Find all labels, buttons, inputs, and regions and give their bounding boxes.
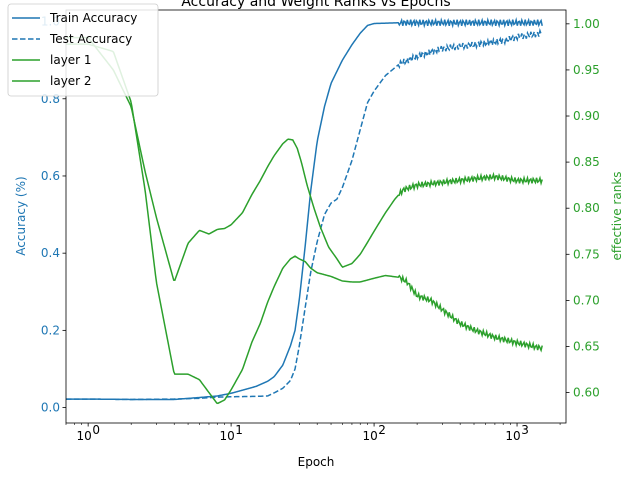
y-right-tick-label: 0.60 [573, 386, 600, 400]
x-tick-label: 10 [505, 429, 520, 443]
x-axis-label: Epoch [298, 455, 335, 469]
axes-frame [65, 9, 567, 424]
legend-label: layer 2 [50, 74, 92, 88]
x-axis: 10 0 10 1 10 2 10 3 [65, 423, 561, 443]
y-right-tick-label: 0.85 [573, 155, 600, 169]
y-axis-right-label: effective ranks [610, 171, 624, 260]
plot-area [66, 16, 543, 405]
legend-label: Train Accuracy [49, 11, 137, 25]
y-right-tick-label: 0.80 [573, 201, 600, 215]
y-left-tick-label: 0.2 [41, 323, 60, 337]
y-right-tick-label: 0.95 [573, 63, 600, 77]
series-line-layer-2 [66, 43, 543, 405]
y-right-tick-label: 0.75 [573, 247, 600, 261]
legend: Train Accuracy Test Accuracy layer 1 layer … [7, 3, 159, 97]
y-right-tick-label: 0.90 [573, 109, 600, 123]
y-left-tick-label: 0.0 [41, 401, 60, 415]
legend-label: Test Accuracy [49, 32, 132, 46]
chart-title: Accuracy and Weight Ranks vs Epochs [181, 0, 450, 10]
x-tick-label: 10 [77, 429, 92, 443]
x-tick-label-exponent: 2 [378, 423, 386, 437]
y-right-tick-label: 0.65 [573, 339, 600, 353]
y-axis-left-label: Accuracy (%) [14, 176, 28, 255]
y-right-tick-label: 1.00 [573, 17, 600, 31]
legend-label: layer 1 [50, 53, 92, 67]
series-line-train-accuracy [66, 16, 543, 401]
series-line-test-accuracy [66, 27, 543, 401]
y-left-tick-label: 0.4 [41, 246, 60, 260]
y-left-tick-label: 0.6 [41, 169, 60, 183]
x-tick-label-exponent: 1 [235, 423, 243, 437]
x-tick-label: 10 [362, 429, 377, 443]
x-tick-label: 10 [219, 429, 234, 443]
x-tick-label-exponent: 3 [521, 423, 529, 437]
y-right-tick-label: 0.70 [573, 293, 600, 307]
series-line-layer-1 [66, 36, 543, 281]
x-tick-label-exponent: 0 [92, 423, 100, 437]
y-axis-right: 0.60 0.65 0.70 0.75 0.80 0.85 0.90 0.95 1.00 [566, 17, 600, 400]
legend-box [7, 3, 159, 97]
